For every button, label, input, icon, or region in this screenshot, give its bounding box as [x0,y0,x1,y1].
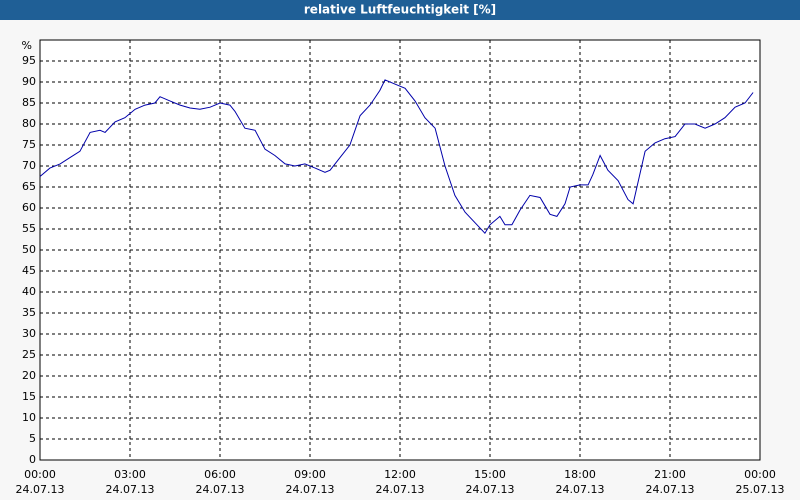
x-tick-date: 24.07.13 [196,483,245,496]
y-tick-label: 15 [22,390,36,403]
x-tick-label: 18:00 [564,468,596,481]
plot-border [39,39,761,461]
data-line [39,79,754,235]
y-tick-label: 30 [22,327,36,340]
y-tick-label: 55 [22,222,36,235]
y-unit: % [22,39,32,52]
y-tick-label: 90 [22,75,36,88]
x-tick-label: 12:00 [384,468,416,481]
y-tick-label: 45 [22,264,36,277]
x-tick-date: 24.07.13 [376,483,425,496]
y-tick-label: 0 [29,453,36,466]
y-tick-label: 25 [22,348,36,361]
x-tick-label: 00:00 [744,468,776,481]
x-tick-date: 25.07.13 [736,483,785,496]
y-tick-label: 20 [22,369,36,382]
x-tick-date: 24.07.13 [556,483,605,496]
y-tick-label: 35 [22,306,36,319]
x-tick-label: 09:00 [294,468,326,481]
x-tick-label: 00:00 [24,468,56,481]
x-tick-label: 21:00 [654,468,686,481]
y-tick-label: 40 [22,285,36,298]
x-tick-date: 24.07.13 [106,483,155,496]
y-tick-label: 80 [22,117,36,130]
y-tick-label: 50 [22,243,36,256]
x-tick-date: 24.07.13 [646,483,695,496]
y-tick-label: 85 [22,96,36,109]
x-tick-date: 24.07.13 [466,483,515,496]
y-tick-label: 65 [22,180,36,193]
y-tick-label: 95 [22,54,36,67]
x-tick-label: 15:00 [474,468,506,481]
y-tick-label: 75 [22,138,36,151]
x-tick-date: 24.07.13 [286,483,335,496]
x-tick-label: 06:00 [204,468,236,481]
x-tick-label: 03:00 [114,468,146,481]
title-bar [0,0,800,20]
y-tick-label: 60 [22,201,36,214]
x-tick-date: 24.07.13 [16,483,65,496]
y-tick-label: 70 [22,159,36,172]
y-tick-label: 10 [22,411,36,424]
y-tick-label: 5 [29,432,36,445]
chart-title: relative Luftfeuchtigkeit [%] [304,3,496,17]
